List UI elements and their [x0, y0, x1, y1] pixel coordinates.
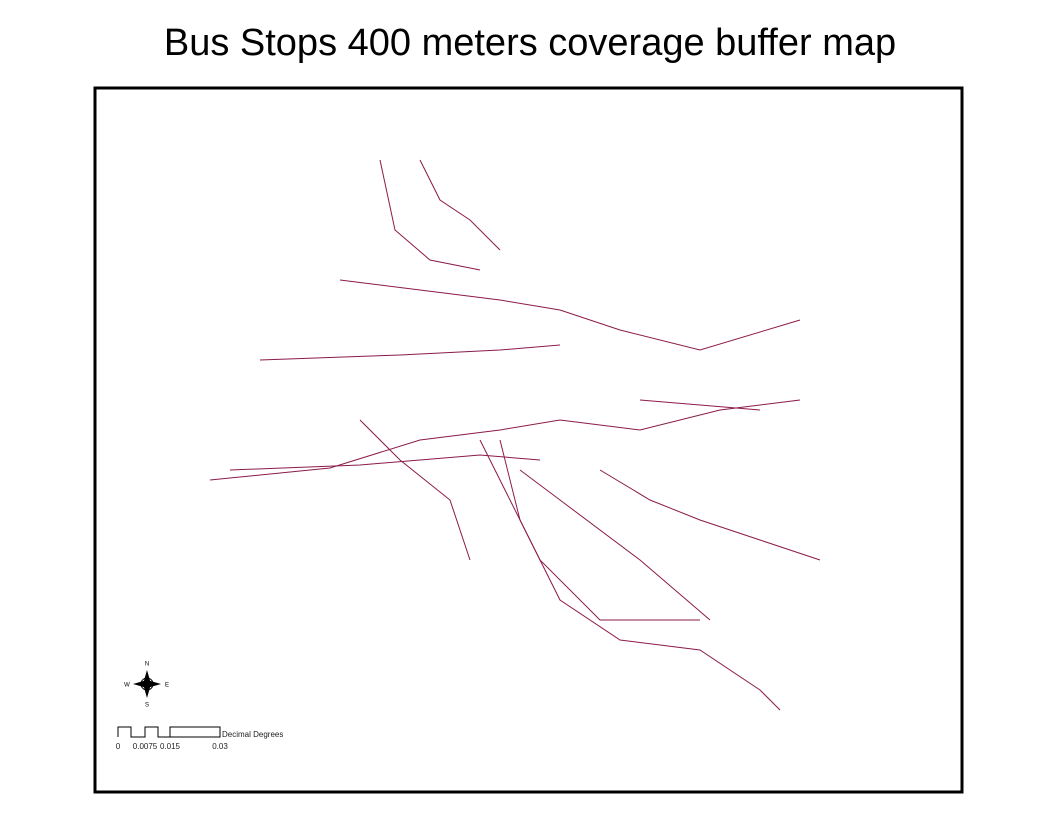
south-label: S: [145, 703, 149, 709]
map-frame: [93, 86, 964, 794]
scale-bar: 0 0.0075 0.015 0.03 Decimal Degrees: [116, 726, 283, 751]
map-title: Bus Stops 400 meters coverage buffer map: [164, 22, 896, 64]
north-label: N: [145, 662, 149, 668]
north-arrow: N S E W: [124, 662, 169, 709]
scale-label: 0.03: [212, 742, 228, 751]
scale-label: 0.0075: [133, 742, 158, 751]
street-lines: [209, 159, 821, 711]
scale-label: 0: [116, 742, 121, 751]
scale-units: Decimal Degrees: [222, 730, 283, 739]
west-label: W: [124, 683, 130, 689]
scale-label: 0.015: [160, 742, 181, 751]
east-label: E: [165, 683, 169, 689]
